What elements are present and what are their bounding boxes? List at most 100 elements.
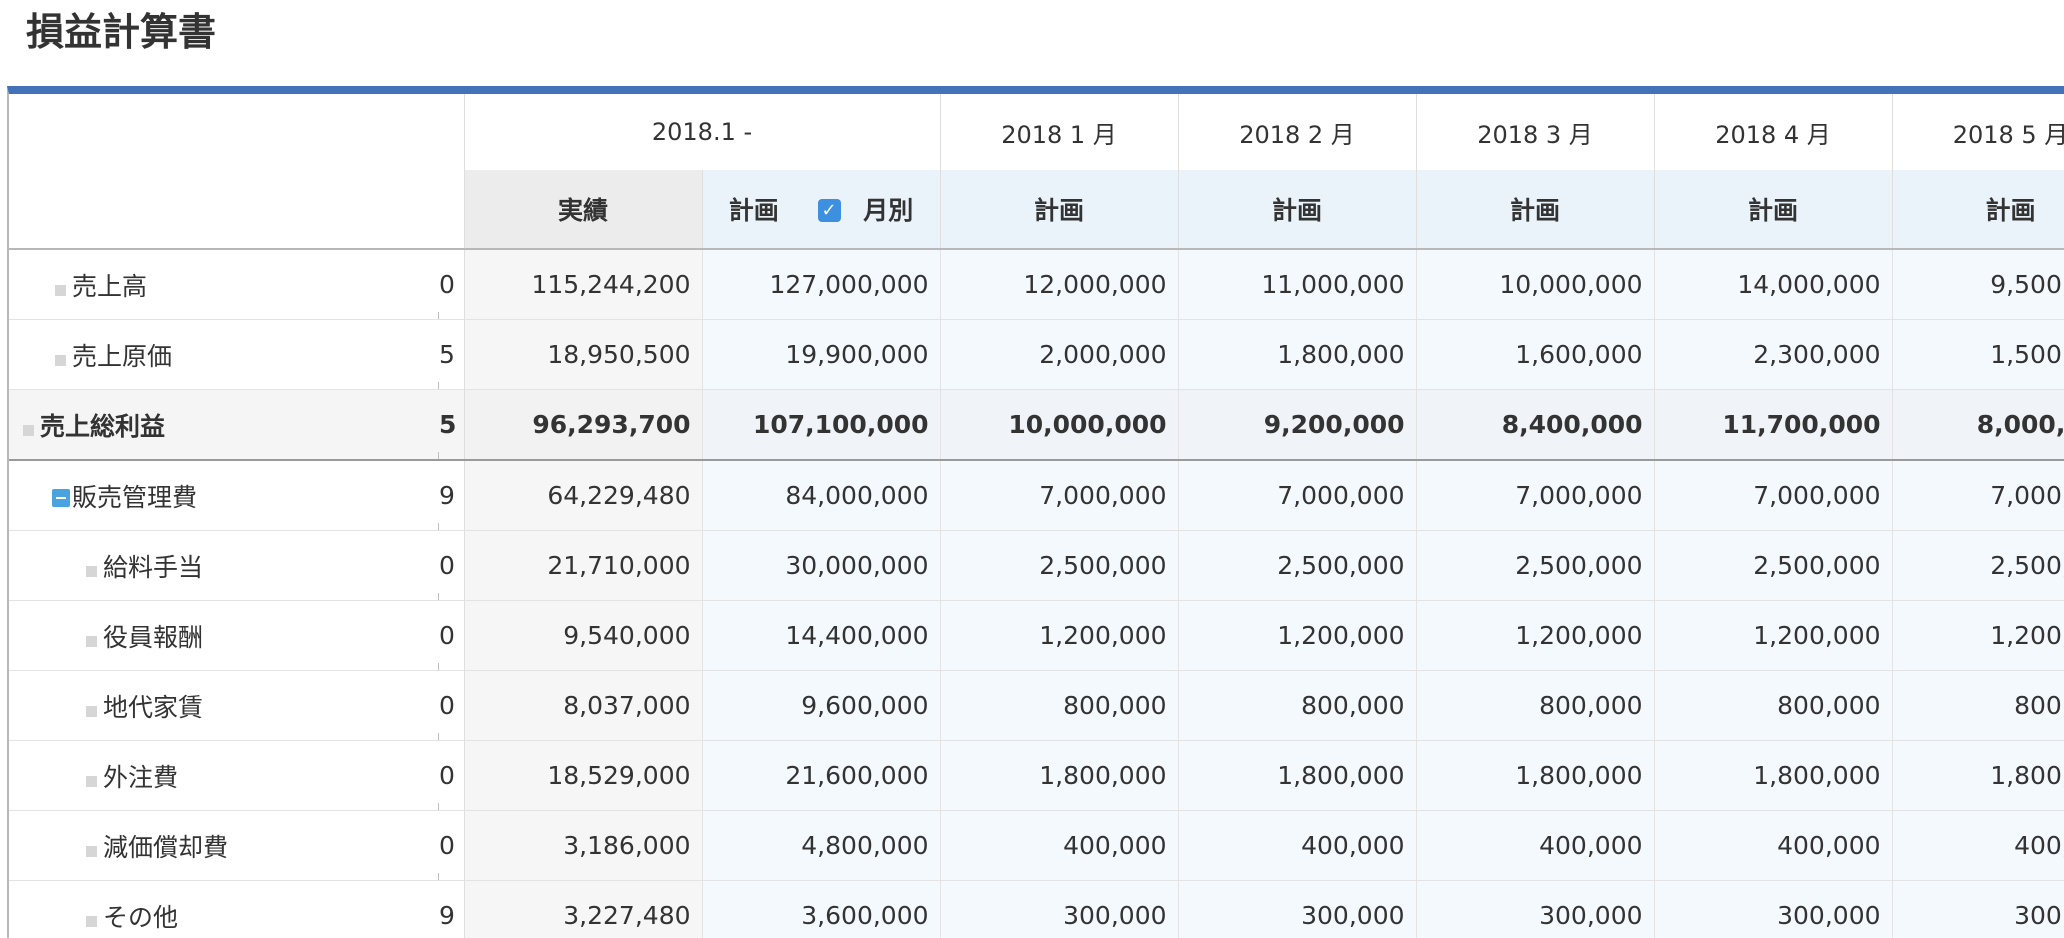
month-plan-cell[interactable]: 300,000 xyxy=(940,881,1178,938)
month-plan-cell[interactable]: 1,200,000 xyxy=(1416,601,1654,671)
month-plan-cell[interactable]: 12,000,000 xyxy=(940,249,1178,320)
month-plan-cell[interactable]: 300,000 xyxy=(1654,881,1892,938)
row-label[interactable]: 減価償却費 xyxy=(9,811,439,881)
row-label[interactable]: 売上総利益 xyxy=(9,390,439,461)
actual-cell: 9,540,000 xyxy=(464,601,702,671)
actual-cell: 18,529,000 xyxy=(464,741,702,811)
month-plan-cell[interactable]: 2,000,000 xyxy=(940,320,1178,390)
page-title: 損益計算書 xyxy=(26,4,216,60)
month-plan-cell[interactable]: 1,600,000 xyxy=(1416,320,1654,390)
income-statement-table: 2018.1 - 2018 1 月 2018 2 月 2018 3 月 2018… xyxy=(7,86,2064,938)
month-plan-cell[interactable]: 300,000 xyxy=(1178,881,1416,938)
month-plan-cell[interactable]: 300,000 xyxy=(1416,881,1654,938)
plan-monthly-header: 計画 ✓ 月別 xyxy=(702,170,940,249)
month-plan-cell[interactable]: 1,200,000 xyxy=(1892,601,2064,671)
month-plan-cell[interactable]: 7,000,000 xyxy=(1416,460,1654,531)
actual-cell: 21,710,000 xyxy=(464,531,702,601)
month-header: 2018 4 月 xyxy=(1654,94,1892,170)
month-plan-cell[interactable]: 800,000 xyxy=(1416,671,1654,741)
plan-cell[interactable]: 84,000,000 xyxy=(702,460,940,531)
plan-cell[interactable]: 3,600,000 xyxy=(702,881,940,938)
month-plan-cell[interactable]: 2,500,000 xyxy=(1654,531,1892,601)
month-plan-cell[interactable]: 14,000,000 xyxy=(1654,249,1892,320)
row-label[interactable]: 給料手当 xyxy=(9,531,439,601)
month-plan-cell[interactable]: 1,800,000 xyxy=(1416,741,1654,811)
month-plan-cell[interactable]: 1,200,000 xyxy=(940,601,1178,671)
row-code: 0 xyxy=(439,249,464,320)
month-plan-cell[interactable]: 800,000 xyxy=(1178,671,1416,741)
month-plan-cell[interactable]: 10,000,000 xyxy=(1416,249,1654,320)
bullet-icon xyxy=(86,846,97,857)
label-column-header xyxy=(9,94,464,249)
table-row: 地代家賃 0 8,037,000 9,600,000 800,000 800,0… xyxy=(9,671,2064,741)
table-row: 給料手当 0 21,710,000 30,000,000 2,500,000 2… xyxy=(9,531,2064,601)
monthly-label: 月別 xyxy=(863,196,913,225)
plan-column-header: 計画 xyxy=(1416,170,1654,249)
period-header: 2018.1 - xyxy=(464,94,940,170)
month-plan-cell[interactable]: 2,500,000 xyxy=(1416,531,1654,601)
plan-cell[interactable]: 127,000,000 xyxy=(702,249,940,320)
monthly-checkbox[interactable]: ✓ xyxy=(818,199,841,222)
actual-column-header: 実績 xyxy=(464,170,702,249)
row-label[interactable]: 売上高 xyxy=(9,249,439,320)
month-plan-cell[interactable]: 2,500,000 xyxy=(1892,531,2064,601)
month-plan-cell[interactable]: 400,000 xyxy=(1654,811,1892,881)
month-plan-cell[interactable]: 2,500,000 xyxy=(1178,531,1416,601)
month-plan-cell[interactable]: 1,200,000 xyxy=(1178,601,1416,671)
month-plan-cell[interactable]: 400,000 xyxy=(940,811,1178,881)
month-plan-cell[interactable]: 800,000 xyxy=(1892,671,2064,741)
plan-cell[interactable]: 19,900,000 xyxy=(702,320,940,390)
plan-cell[interactable]: 30,000,000 xyxy=(702,531,940,601)
collapse-icon[interactable] xyxy=(52,489,70,507)
month-plan-cell[interactable]: 400,000 xyxy=(1416,811,1654,881)
table-row: 売上原価 5 18,950,500 19,900,000 2,000,000 1… xyxy=(9,320,2064,390)
month-plan-cell[interactable]: 1,200,000 xyxy=(1654,601,1892,671)
table-row-total: 売上総利益 5 96,293,700 107,100,000 10,000,00… xyxy=(9,390,2064,461)
month-plan-cell[interactable]: 1,800,000 xyxy=(1892,741,2064,811)
bullet-icon xyxy=(23,425,34,436)
actual-cell: 18,950,500 xyxy=(464,320,702,390)
table-row-group: 販売管理費 9 64,229,480 84,000,000 7,000,000 … xyxy=(9,460,2064,531)
bullet-icon xyxy=(86,916,97,927)
plan-cell: 107,100,000 xyxy=(702,390,940,461)
month-plan-cell[interactable]: 7,000,000 xyxy=(1892,460,2064,531)
month-plan-cell[interactable]: 800,000 xyxy=(940,671,1178,741)
month-plan-cell[interactable]: 1,800,000 xyxy=(1654,741,1892,811)
bullet-icon xyxy=(55,285,66,296)
month-plan-cell[interactable]: 7,000,000 xyxy=(1654,460,1892,531)
plan-cell[interactable]: 9,600,000 xyxy=(702,671,940,741)
month-plan-cell[interactable]: 1,800,000 xyxy=(940,741,1178,811)
table-row: 外注費 0 18,529,000 21,600,000 1,800,000 1,… xyxy=(9,741,2064,811)
row-label[interactable]: 地代家賃 xyxy=(9,671,439,741)
bullet-icon xyxy=(86,776,97,787)
month-plan-cell[interactable]: 11,000,000 xyxy=(1178,249,1416,320)
month-plan-cell[interactable]: 400,000 xyxy=(1892,811,2064,881)
row-code: 0 xyxy=(439,531,464,601)
actual-cell: 3,186,000 xyxy=(464,811,702,881)
month-plan-cell: 11,700,000 xyxy=(1654,390,1892,461)
month-plan-cell[interactable]: 9,500,000 xyxy=(1892,249,2064,320)
plan-cell[interactable]: 14,400,000 xyxy=(702,601,940,671)
month-plan-cell[interactable]: 1,800,000 xyxy=(1178,320,1416,390)
month-plan-cell[interactable]: 7,000,000 xyxy=(940,460,1178,531)
month-plan-cell[interactable]: 2,300,000 xyxy=(1654,320,1892,390)
table-row: 売上高 0 115,244,200 127,000,000 12,000,000… xyxy=(9,249,2064,320)
bullet-icon xyxy=(86,636,97,647)
row-label[interactable]: 役員報酬 xyxy=(9,601,439,671)
row-label[interactable]: 売上原価 xyxy=(9,320,439,390)
month-plan-cell[interactable]: 7,000,000 xyxy=(1178,460,1416,531)
month-plan-cell[interactable]: 1,800,000 xyxy=(1178,741,1416,811)
month-plan-cell[interactable]: 1,500,000 xyxy=(1892,320,2064,390)
month-plan-cell[interactable]: 300,000 xyxy=(1892,881,2064,938)
row-label[interactable]: 販売管理費 xyxy=(9,460,439,531)
month-plan-cell[interactable]: 2,500,000 xyxy=(940,531,1178,601)
row-label[interactable]: その他 xyxy=(9,881,439,938)
month-plan-cell[interactable]: 800,000 xyxy=(1654,671,1892,741)
bullet-icon xyxy=(86,706,97,717)
month-plan-cell[interactable]: 400,000 xyxy=(1178,811,1416,881)
plan-cell[interactable]: 4,800,000 xyxy=(702,811,940,881)
row-label[interactable]: 外注費 xyxy=(9,741,439,811)
month-header: 2018 2 月 xyxy=(1178,94,1416,170)
month-plan-cell: 10,000,000 xyxy=(940,390,1178,461)
plan-cell[interactable]: 21,600,000 xyxy=(702,741,940,811)
